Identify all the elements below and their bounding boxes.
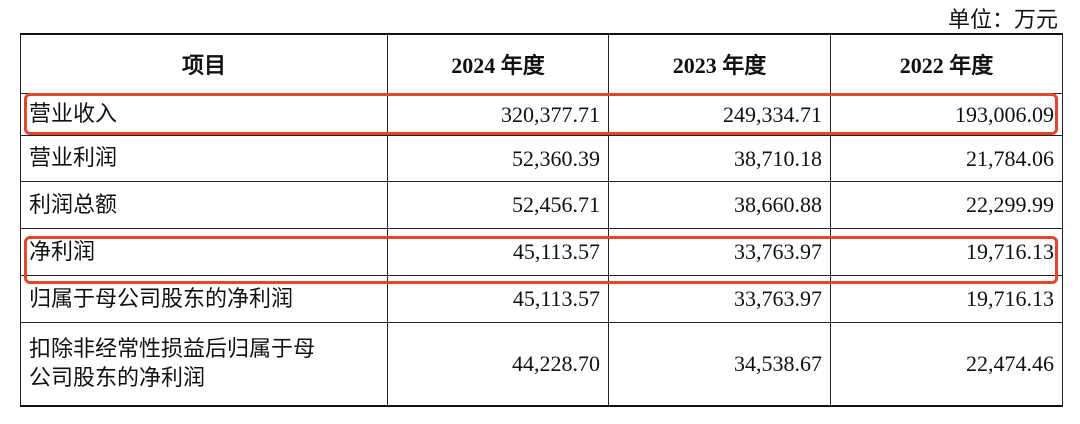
header-row: 项目 2024 年度 2023 年度 2022 年度 xyxy=(20,33,1063,94)
value-cell: 22,474.46 xyxy=(830,322,1063,407)
unit-label: 单位：万元 xyxy=(947,7,1058,32)
row-label-cell: 营业利润 xyxy=(20,135,388,182)
value-cell: 22,299.99 xyxy=(830,181,1063,229)
row-label: 扣除非经常性损益后归属于母公司股东的净利润 xyxy=(29,336,316,390)
column-header: 项目 xyxy=(20,33,388,94)
value-cell: 249,334.71 xyxy=(608,93,831,136)
value-cell: 44,228.70 xyxy=(387,322,609,407)
row-label: 净利润 xyxy=(29,238,96,264)
row-label: 营业收入 xyxy=(29,101,118,127)
row-label-cell: 营业收入 xyxy=(20,93,388,136)
column-header: 2024 年度 xyxy=(387,33,609,94)
column-header: 2023 年度 xyxy=(608,33,831,94)
highlight-box xyxy=(24,236,1058,284)
row-label-cell: 扣除非经常性损益后归属于母公司股东的净利润 xyxy=(20,322,388,407)
value-cell: 52,456.71 xyxy=(387,181,609,229)
table-row: 营业利润 52,360.39 38,710.18 21,784.06 xyxy=(20,135,1063,182)
column-header: 2022 年度 xyxy=(830,33,1063,94)
value-cell: 52,360.39 xyxy=(387,135,609,182)
highlight-box xyxy=(24,93,1058,135)
value-cell: 38,660.88 xyxy=(608,181,831,229)
value-cell: 320,377.71 xyxy=(387,93,609,136)
row-label: 营业利润 xyxy=(29,145,118,171)
row-label: 利润总额 xyxy=(29,191,118,217)
row-label: 归属于母公司股东的净利润 xyxy=(29,285,294,311)
table-row: 扣除非经常性损益后归属于母公司股东的净利润 44,228.70 34,538.67 2… xyxy=(20,322,1063,407)
value-cell: 21,784.06 xyxy=(830,135,1063,182)
financial-table: 项目 2024 年度 2023 年度 2022 年度 营业收入 320,377.71 24… xyxy=(20,33,1063,407)
value-cell: 34,538.67 xyxy=(608,322,831,407)
value-cell: 38,710.18 xyxy=(608,135,831,182)
row-label-cell: 利润总额 xyxy=(20,181,388,229)
table-row: 利润总额 52,456.71 38,660.88 22,299.99 xyxy=(20,181,1063,229)
